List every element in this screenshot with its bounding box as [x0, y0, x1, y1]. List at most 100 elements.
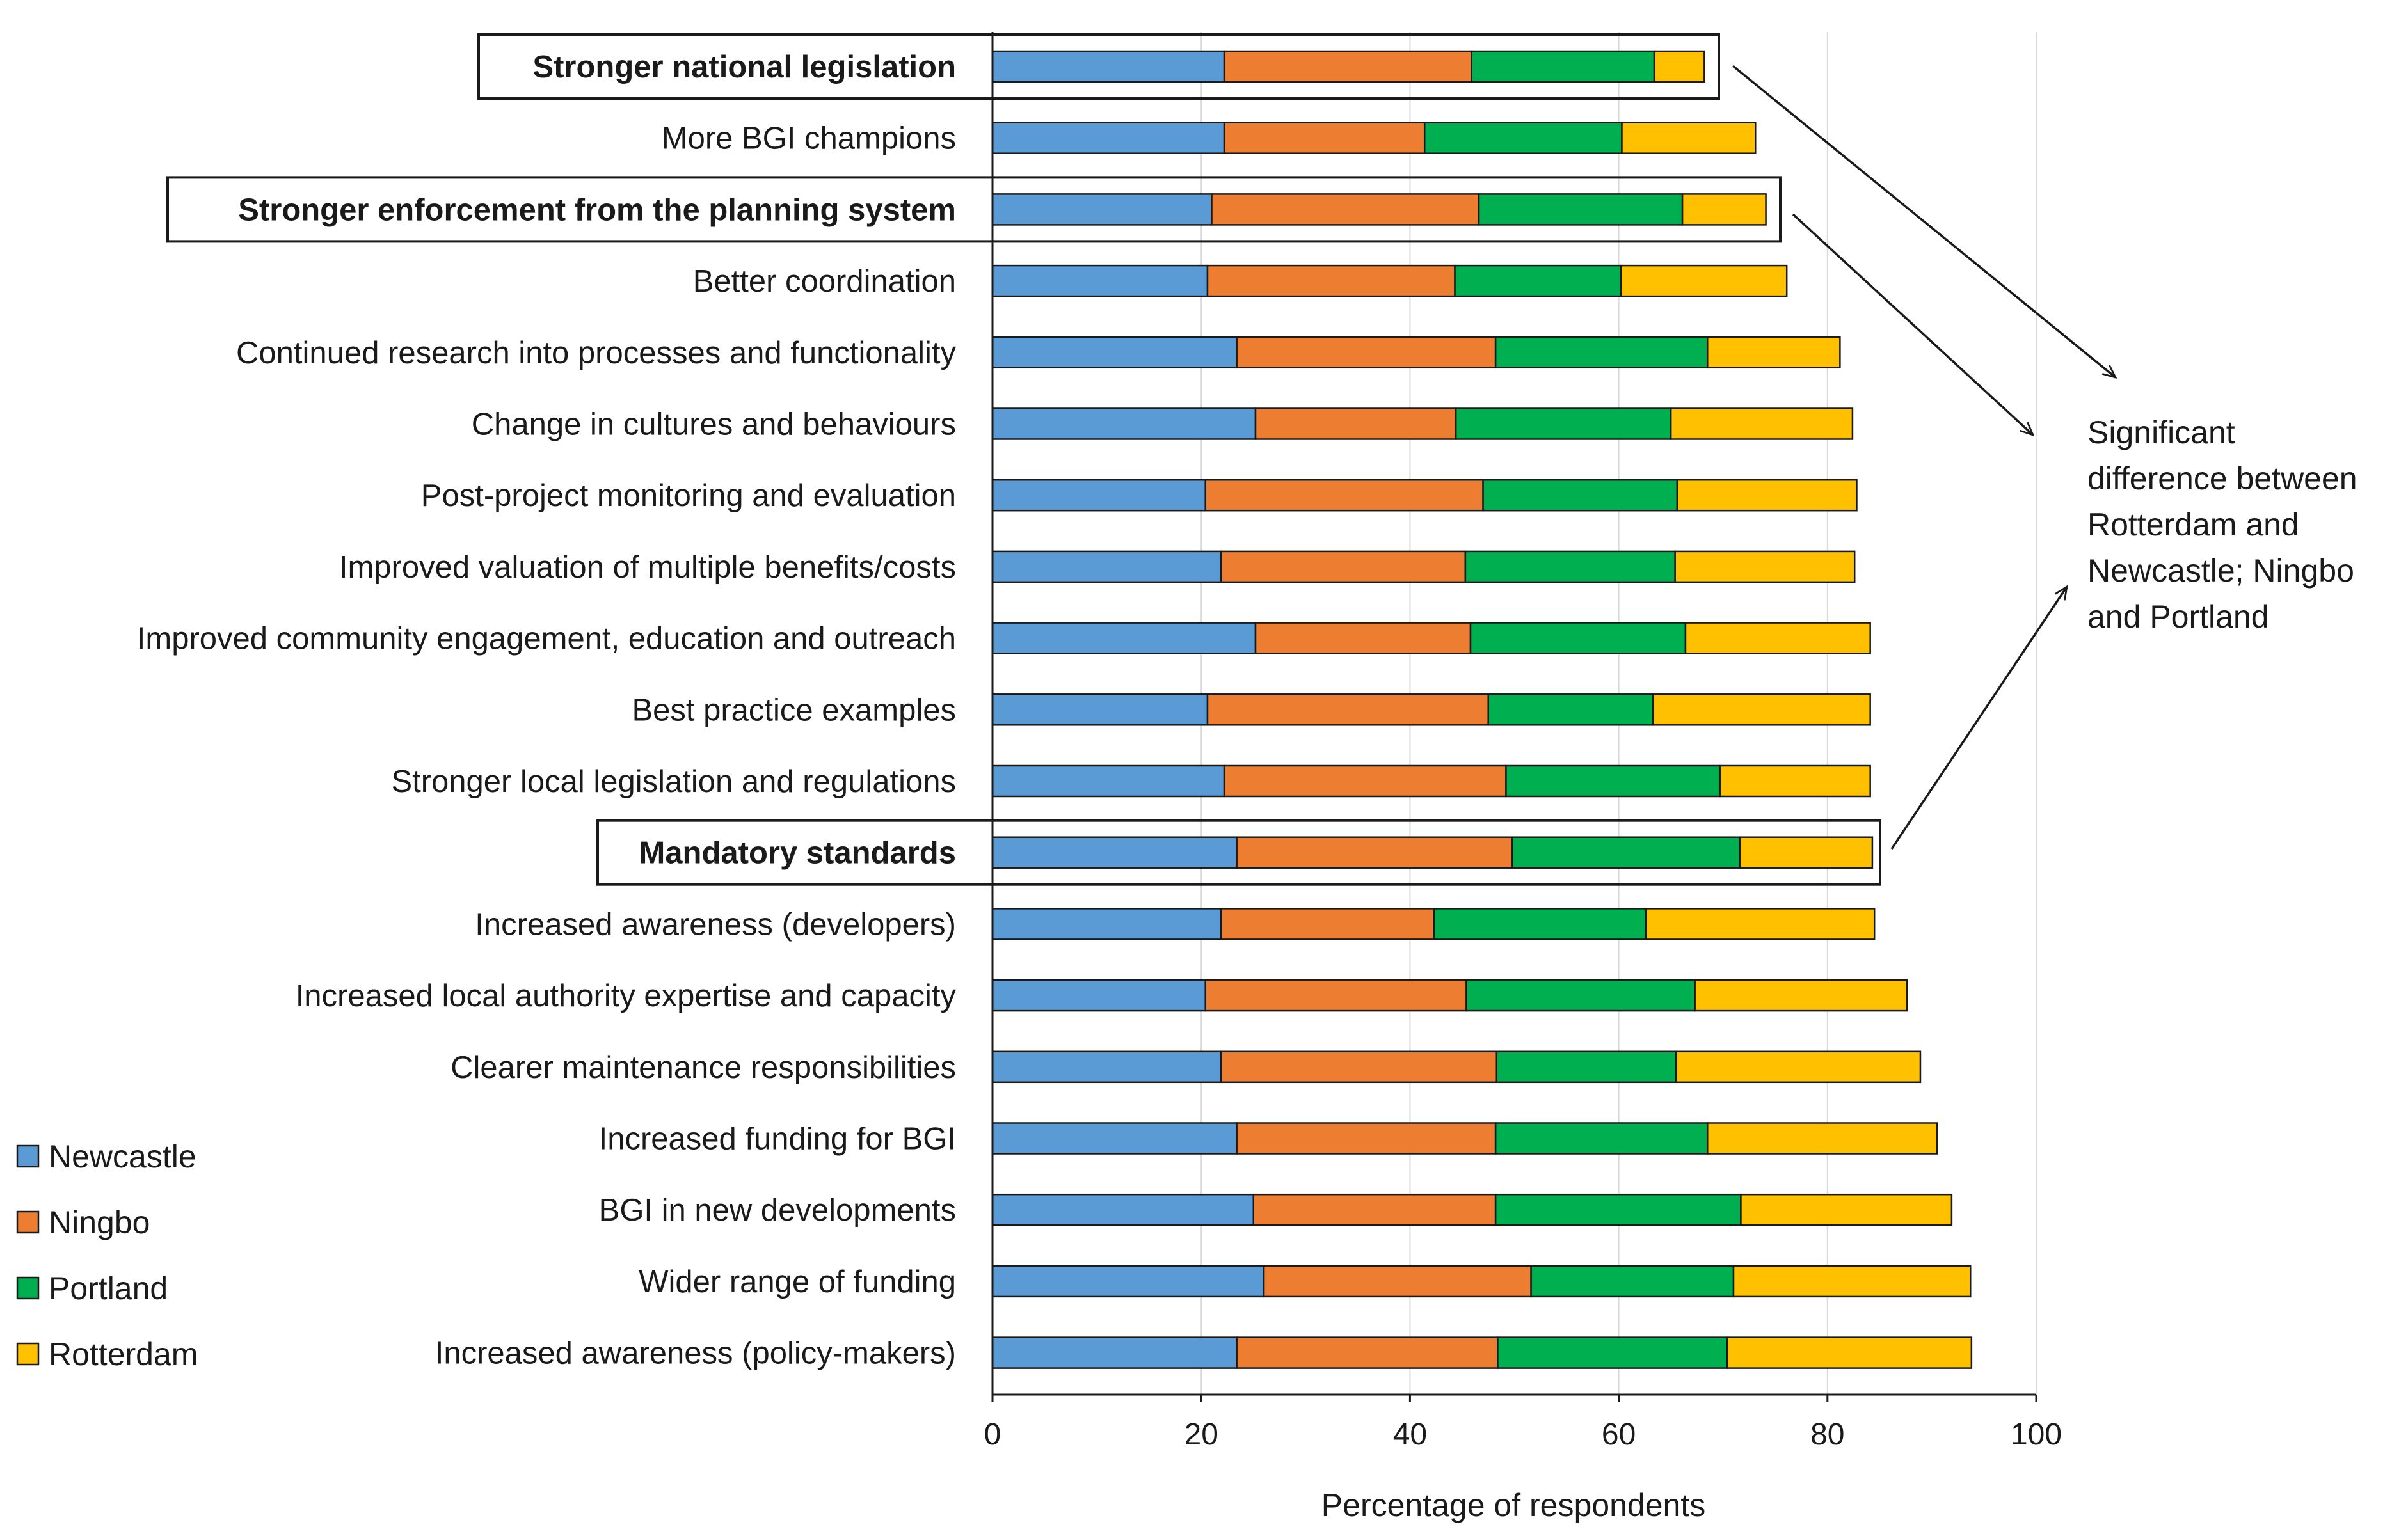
- highlight-box: [596, 819, 1881, 886]
- annotation-line: Rotterdam and: [2087, 507, 2299, 542]
- annotation-line: difference between: [2087, 461, 2357, 496]
- bar-segment-ningbo: [1236, 336, 1497, 369]
- bar-segment-ningbo: [1204, 979, 1467, 1012]
- category-label: Increased local authority expertise and …: [296, 979, 957, 1013]
- bar-segment-newcastle: [991, 1193, 1254, 1226]
- bar-segment-newcastle: [991, 50, 1225, 83]
- bars: [991, 50, 1973, 1369]
- bar-segment-portland: [1423, 122, 1623, 154]
- category-label: Improved valuation of multiple benefits/…: [339, 550, 956, 585]
- category-label: BGI in new developments: [599, 1193, 956, 1228]
- bar-segment-ningbo: [1211, 193, 1480, 226]
- bar-segment-rotterdam: [1653, 50, 1705, 83]
- bar-segment-newcastle: [991, 979, 1206, 1012]
- bar-segment-newcastle: [991, 193, 1213, 226]
- x-tick-label: 0: [984, 1418, 1001, 1452]
- category-label: Change in cultures and behaviours: [472, 407, 956, 442]
- bar-segment-portland: [1433, 908, 1647, 940]
- bar-segment-rotterdam: [1694, 979, 1908, 1012]
- x-axis-title: Percentage of respondents: [1321, 1487, 1705, 1523]
- bar-segment-newcastle: [991, 336, 1238, 369]
- bar-segment-portland: [1454, 264, 1622, 297]
- arrow-planning-enforcement: [1792, 213, 2033, 435]
- bar-segment-rotterdam: [1681, 193, 1767, 226]
- bar-segment-ningbo: [1236, 1336, 1499, 1369]
- bar-segment-ningbo: [1263, 1265, 1532, 1298]
- bar-segment-ningbo: [1223, 50, 1472, 83]
- bar-segment-portland: [1494, 1122, 1709, 1155]
- bar-segment-rotterdam: [1674, 550, 1856, 583]
- bar-segment-portland: [1505, 764, 1721, 798]
- legend-label: Portland: [49, 1270, 168, 1306]
- category-label: Improved community engagement, education…: [137, 622, 956, 656]
- bar-segment-ningbo: [1206, 264, 1456, 297]
- legend-label: Rotterdam: [49, 1336, 198, 1372]
- bar-segment-rotterdam: [1652, 693, 1871, 726]
- bar-segment-portland: [1487, 693, 1654, 726]
- category-label: Wider range of funding: [639, 1265, 956, 1299]
- bar-segment-rotterdam: [1620, 264, 1788, 297]
- bar-segment-newcastle: [991, 122, 1225, 154]
- bar-segment-rotterdam: [1621, 122, 1757, 154]
- bar-segment-portland: [1497, 1336, 1728, 1369]
- bar-segment-portland: [1464, 550, 1676, 583]
- bar-segment-rotterdam: [1670, 407, 1854, 440]
- bar-segment-ningbo: [1206, 693, 1489, 726]
- legend-swatch-rotterdam: [16, 1342, 40, 1366]
- bar-segment-portland: [1455, 407, 1672, 440]
- bar-segment-ningbo: [1223, 122, 1426, 154]
- legend: Newcastle Ningbo Portland Rotterdam: [16, 1139, 198, 1372]
- category-label: Stronger local legislation and regulatio…: [391, 764, 956, 799]
- annotation-text: Significant difference between Rotterdam a…: [2087, 415, 2357, 635]
- bar-segment-portland: [1530, 1265, 1735, 1298]
- bar-segment-newcastle: [991, 622, 1257, 654]
- bar-segment-ningbo: [1223, 764, 1507, 798]
- highlight-box: [477, 33, 1720, 100]
- highlight-boxes: [166, 33, 1881, 886]
- bar-segment-ningbo: [1254, 407, 1457, 440]
- arrow-national-legislation: [1732, 65, 2116, 377]
- legend-swatch-ningbo: [16, 1210, 40, 1234]
- bar-segment-newcastle: [991, 764, 1225, 798]
- bar-segment-ningbo: [1236, 1122, 1497, 1155]
- bar-segment-portland: [1511, 836, 1741, 869]
- bar-segment-ningbo: [1220, 908, 1435, 940]
- category-label: More BGI champions: [662, 122, 956, 156]
- bar-segment-ningbo: [1236, 836, 1513, 869]
- x-tick-label: 60: [1602, 1418, 1636, 1452]
- category-label: Mandatory standards: [639, 836, 956, 871]
- x-tick-label: 40: [1393, 1418, 1427, 1452]
- bar-segment-ningbo: [1220, 550, 1467, 583]
- legend-label: Ningbo: [49, 1205, 150, 1240]
- category-label: Stronger enforcement from the planning s…: [238, 193, 956, 227]
- bar-segment-portland: [1465, 979, 1696, 1012]
- bar-segment-ningbo: [1220, 1050, 1498, 1084]
- bar-segment-newcastle: [991, 1050, 1222, 1084]
- bar-segment-rotterdam: [1732, 1265, 1972, 1298]
- category-label: Increased awareness (policy-makers): [435, 1336, 956, 1371]
- category-label: Clearer maintenance responsibilities: [451, 1050, 956, 1085]
- annotation-line: Significant: [2087, 415, 2235, 450]
- bar-segment-rotterdam: [1739, 836, 1874, 869]
- bar-segment-rotterdam: [1676, 479, 1858, 512]
- bar-segment-portland: [1478, 193, 1684, 226]
- bar-segment-portland: [1494, 336, 1709, 369]
- category-label: Increased awareness (developers): [475, 907, 956, 942]
- bar-segment-newcastle: [991, 1265, 1265, 1298]
- x-tick-label: 20: [1184, 1418, 1218, 1452]
- legend-label: Newcastle: [49, 1139, 196, 1175]
- x-tick-label: 100: [2011, 1418, 2062, 1452]
- arrow-mandatory-standards: [1890, 587, 2067, 850]
- category-label: Better coordination: [693, 264, 956, 299]
- category-labels: Stronger national legislation More BGI ch…: [137, 50, 957, 1371]
- bar-segment-portland: [1495, 1050, 1677, 1084]
- bar-segment-portland: [1471, 50, 1655, 83]
- bar-segment-portland: [1469, 622, 1687, 654]
- annotation-line: and Portland: [2087, 599, 2269, 635]
- bar-segment-rotterdam: [1706, 336, 1841, 369]
- bar-segment-ningbo: [1252, 1193, 1497, 1226]
- bar-segment-newcastle: [991, 479, 1206, 512]
- annotation-line: Newcastle; Ningbo: [2087, 553, 2354, 589]
- bar-segment-newcastle: [991, 1122, 1238, 1155]
